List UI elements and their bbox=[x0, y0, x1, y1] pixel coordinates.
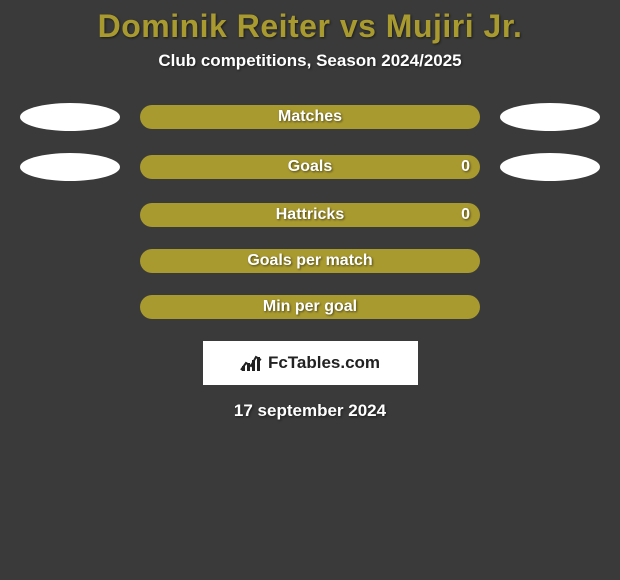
stat-bar: Matches bbox=[140, 105, 480, 129]
left-value-ellipse bbox=[20, 153, 120, 181]
logo-box: FcTables.com bbox=[203, 341, 418, 385]
stat-label: Hattricks bbox=[276, 206, 344, 224]
stat-value-right: 0 bbox=[461, 158, 470, 176]
stat-bar: Min per goal bbox=[140, 295, 480, 319]
stats-comparison-card: Dominik Reiter vs Mujiri Jr. Club compet… bbox=[0, 0, 620, 580]
page-title: Dominik Reiter vs Mujiri Jr. bbox=[0, 8, 620, 45]
right-value-ellipse bbox=[500, 103, 600, 131]
stat-value-right: 0 bbox=[461, 206, 470, 224]
stat-rows: Matches Goals 0 Hattricks 0 Goals per match Mi… bbox=[0, 103, 620, 319]
stat-row: Goals 0 bbox=[0, 153, 620, 181]
stat-bar: Hattricks 0 bbox=[140, 203, 480, 227]
stat-row: Hattricks 0 bbox=[0, 203, 620, 227]
stat-row: Goals per match bbox=[0, 249, 620, 273]
stat-bar: Goals per match bbox=[140, 249, 480, 273]
subtitle: Club competitions, Season 2024/2025 bbox=[0, 51, 620, 71]
date-label: 17 september 2024 bbox=[0, 401, 620, 421]
stat-row: Min per goal bbox=[0, 295, 620, 319]
stat-label: Min per goal bbox=[263, 298, 357, 316]
stat-label: Matches bbox=[278, 108, 342, 126]
stat-bar: Goals 0 bbox=[140, 155, 480, 179]
chart-icon bbox=[240, 353, 262, 373]
stat-label: Goals bbox=[288, 158, 332, 176]
logo-text: FcTables.com bbox=[268, 353, 380, 373]
left-value-ellipse bbox=[20, 103, 120, 131]
stat-label: Goals per match bbox=[247, 252, 372, 270]
stat-row: Matches bbox=[0, 103, 620, 131]
right-value-ellipse bbox=[500, 153, 600, 181]
